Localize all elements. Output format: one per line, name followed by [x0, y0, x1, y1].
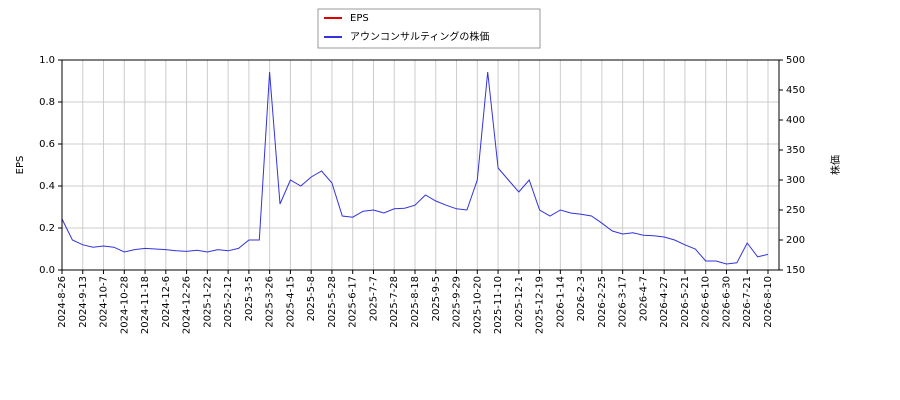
- x-tick-label: 2025-1-22: [202, 276, 213, 328]
- x-tick-label: 2025-3-26: [265, 276, 276, 328]
- x-tick-label: 2026-1-14: [555, 276, 566, 328]
- x-tick-label: 2025-7-28: [389, 276, 400, 328]
- x-tick-label: 2025-7-7: [368, 276, 379, 321]
- x-tick-label: 2025-9-5: [431, 276, 442, 321]
- x-tick-label: 2025-9-29: [452, 276, 463, 328]
- x-tick-label: 2026-7-21: [742, 276, 753, 328]
- x-tick-label: 2024-9-13: [78, 276, 89, 328]
- x-tick-label: 2026-2-25: [597, 276, 608, 328]
- x-tick-label: 2026-4-7: [638, 276, 649, 321]
- x-tick-label: 2026-2-3: [576, 276, 587, 321]
- y-tick-label: 1.0: [39, 55, 55, 66]
- x-tick-label: 2025-2-12: [223, 276, 234, 328]
- x-tick-label: 2025-11-10: [493, 276, 504, 334]
- y2-tick-label: 350: [786, 145, 805, 156]
- price-line: [61, 71, 769, 265]
- x-tick-label: 2026-6-30: [721, 276, 732, 328]
- x-tick-label: 2024-12-6: [161, 276, 172, 328]
- y2-tick-label: 500: [786, 55, 805, 66]
- plot-frame: [61, 59, 780, 271]
- y2-tick-label: 200: [786, 235, 805, 246]
- legend: [317, 8, 541, 49]
- y-axis-label: EPS: [15, 156, 26, 175]
- x-tick-label: 2025-8-18: [410, 276, 421, 328]
- y-tick-label: 0.2: [39, 223, 55, 234]
- x-tick-label: 2026-5-21: [680, 276, 691, 328]
- legend-label: EPS: [350, 13, 369, 24]
- y2-tick-label: 150: [786, 265, 805, 276]
- x-tick-label: 2025-12-19: [535, 276, 546, 334]
- x-tick-label: 2024-12-26: [182, 276, 193, 334]
- y-tick-label: 0.6: [39, 139, 55, 150]
- y2-tick-label: 250: [786, 205, 805, 216]
- x-tick-label: 2025-5-8: [306, 276, 317, 321]
- x-tick-label: 2026-8-10: [763, 276, 774, 328]
- x-tick-label: 2026-3-17: [618, 276, 629, 328]
- x-tick-label: 2026-4-27: [659, 276, 670, 328]
- y2-tick-label: 450: [786, 85, 805, 96]
- x-tick-label: 2024-8-26: [57, 276, 68, 328]
- x-tick-label: 2024-11-18: [140, 276, 151, 334]
- x-tick-label: 2024-10-28: [119, 276, 130, 334]
- x-tick-label: 2025-4-15: [285, 276, 296, 328]
- y2-axis-label: 株価: [829, 155, 842, 175]
- x-tick-label: 2024-10-7: [99, 276, 110, 328]
- x-tick-label: 2025-10-20: [472, 276, 483, 334]
- x-tick-label: 2025-5-28: [327, 276, 338, 328]
- y-tick-label: 0.4: [39, 181, 55, 192]
- y-tick-label: 0.0: [39, 265, 55, 276]
- x-tick-label: 2026-6-10: [701, 276, 712, 328]
- y2-tick-label: 300: [786, 175, 805, 186]
- x-tick-label: 2025-12-1: [514, 276, 525, 328]
- y-tick-label: 0.8: [39, 97, 55, 108]
- legend-label: アウンコンサルティングの株価: [350, 30, 489, 43]
- x-tick-label: 2025-3-5: [244, 276, 255, 321]
- x-tick-label: 2025-6-17: [348, 276, 359, 328]
- y2-tick-label: 400: [786, 115, 805, 126]
